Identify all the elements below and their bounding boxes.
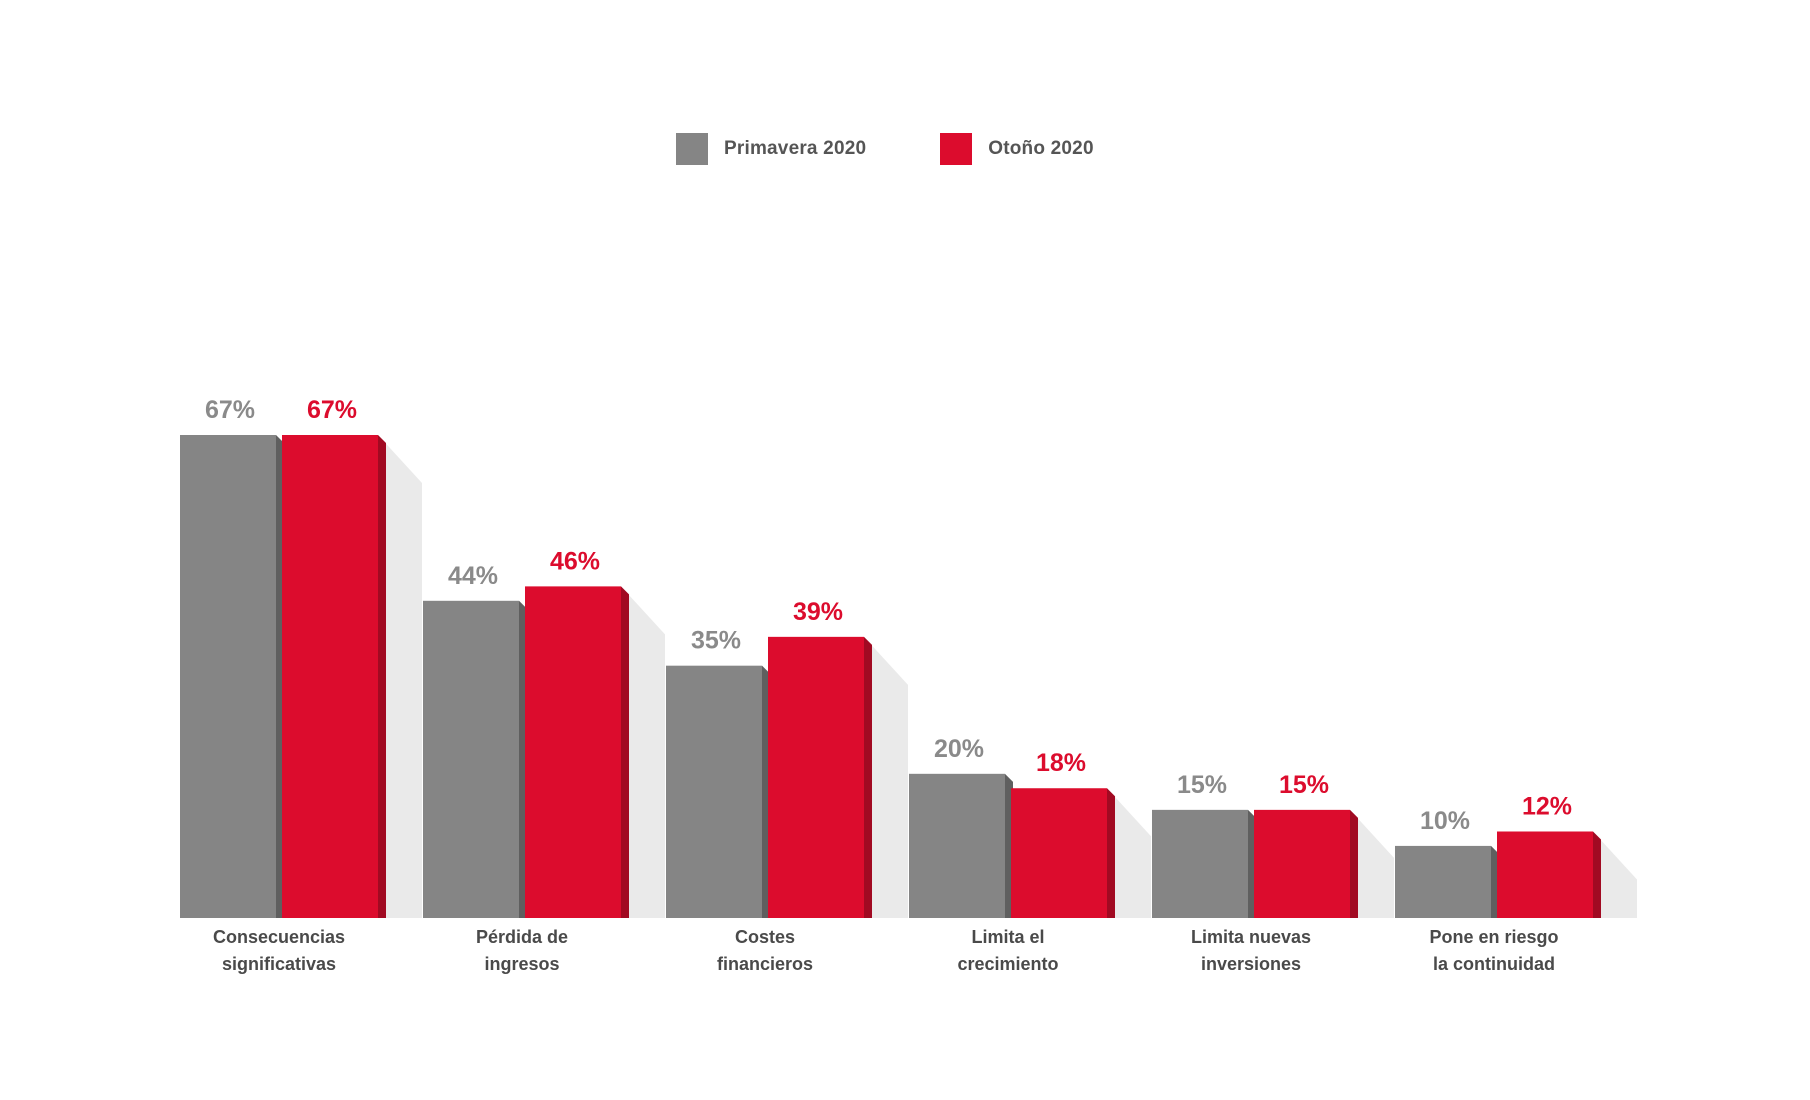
bar-primavera <box>423 600 519 918</box>
bar-primavera <box>1152 809 1248 918</box>
legend-item-otono[interactable]: Otoño 2020 <box>940 133 1094 165</box>
bar-primavera <box>909 773 1005 918</box>
bar-shadow <box>1350 809 1394 918</box>
bar-shadow <box>378 435 422 918</box>
value-label-otono: 12% <box>1522 792 1572 820</box>
category-label: Costes financieros <box>716 927 814 974</box>
bar-side-otono <box>1107 788 1115 918</box>
bar-otono <box>282 435 378 918</box>
category-label: Limita el crecimiento <box>957 927 1059 974</box>
value-label-otono: 18% <box>1036 749 1086 777</box>
bar-otono <box>1011 788 1107 918</box>
bar-primavera <box>666 665 762 918</box>
bar-shadow <box>1593 831 1637 918</box>
bar-side-otono <box>378 435 386 918</box>
category-label: Consecuencias significativas <box>212 927 346 974</box>
bar-side-otono <box>1350 809 1358 918</box>
legend-swatch-primavera <box>676 133 708 165</box>
bars <box>180 435 1601 918</box>
value-label-primavera: 15% <box>1177 771 1227 799</box>
bar-otono <box>1497 831 1593 918</box>
category-label: Limita nuevas inversiones <box>1190 927 1312 974</box>
bar-otono <box>768 636 864 918</box>
value-labels: 67% 67% 44% 46% 35% 39% 20% 18% 15% 15% 10% 12% <box>205 396 1572 835</box>
bar-primavera <box>180 435 276 918</box>
bar-shadow <box>1107 788 1151 918</box>
bar-side-otono <box>864 636 872 918</box>
legend-label-primavera: Primavera 2020 <box>724 138 867 159</box>
bar-shadow <box>864 636 908 918</box>
value-label-otono: 39% <box>793 598 843 626</box>
value-label-otono: 67% <box>307 396 357 424</box>
legend-item-primavera[interactable]: Primavera 2020 <box>676 133 866 165</box>
value-label-primavera: 67% <box>205 396 255 424</box>
bar-shadows <box>378 435 1637 918</box>
value-label-primavera: 20% <box>934 735 984 763</box>
bar-primavera <box>1395 845 1491 918</box>
value-label-primavera: 10% <box>1420 807 1470 835</box>
value-label-primavera: 35% <box>691 627 741 655</box>
bar-otono <box>525 586 621 918</box>
bar-otono <box>1254 809 1350 918</box>
legend-label-otono: Otoño 2020 <box>988 138 1094 159</box>
bar-side-otono <box>621 586 629 918</box>
category-label: Pérdida de ingresos <box>475 927 569 974</box>
bar-shadow <box>621 586 665 918</box>
value-label-otono: 15% <box>1279 771 1329 799</box>
legend-swatch-otono <box>940 133 973 165</box>
bar-side-otono <box>1593 831 1601 918</box>
value-label-primavera: 44% <box>448 562 498 590</box>
legend: Primavera 2020 Otoño 2020 <box>676 133 1094 165</box>
value-label-otono: 46% <box>550 547 600 575</box>
category-label: Pone en riesgo la continuidad <box>1429 927 1559 974</box>
